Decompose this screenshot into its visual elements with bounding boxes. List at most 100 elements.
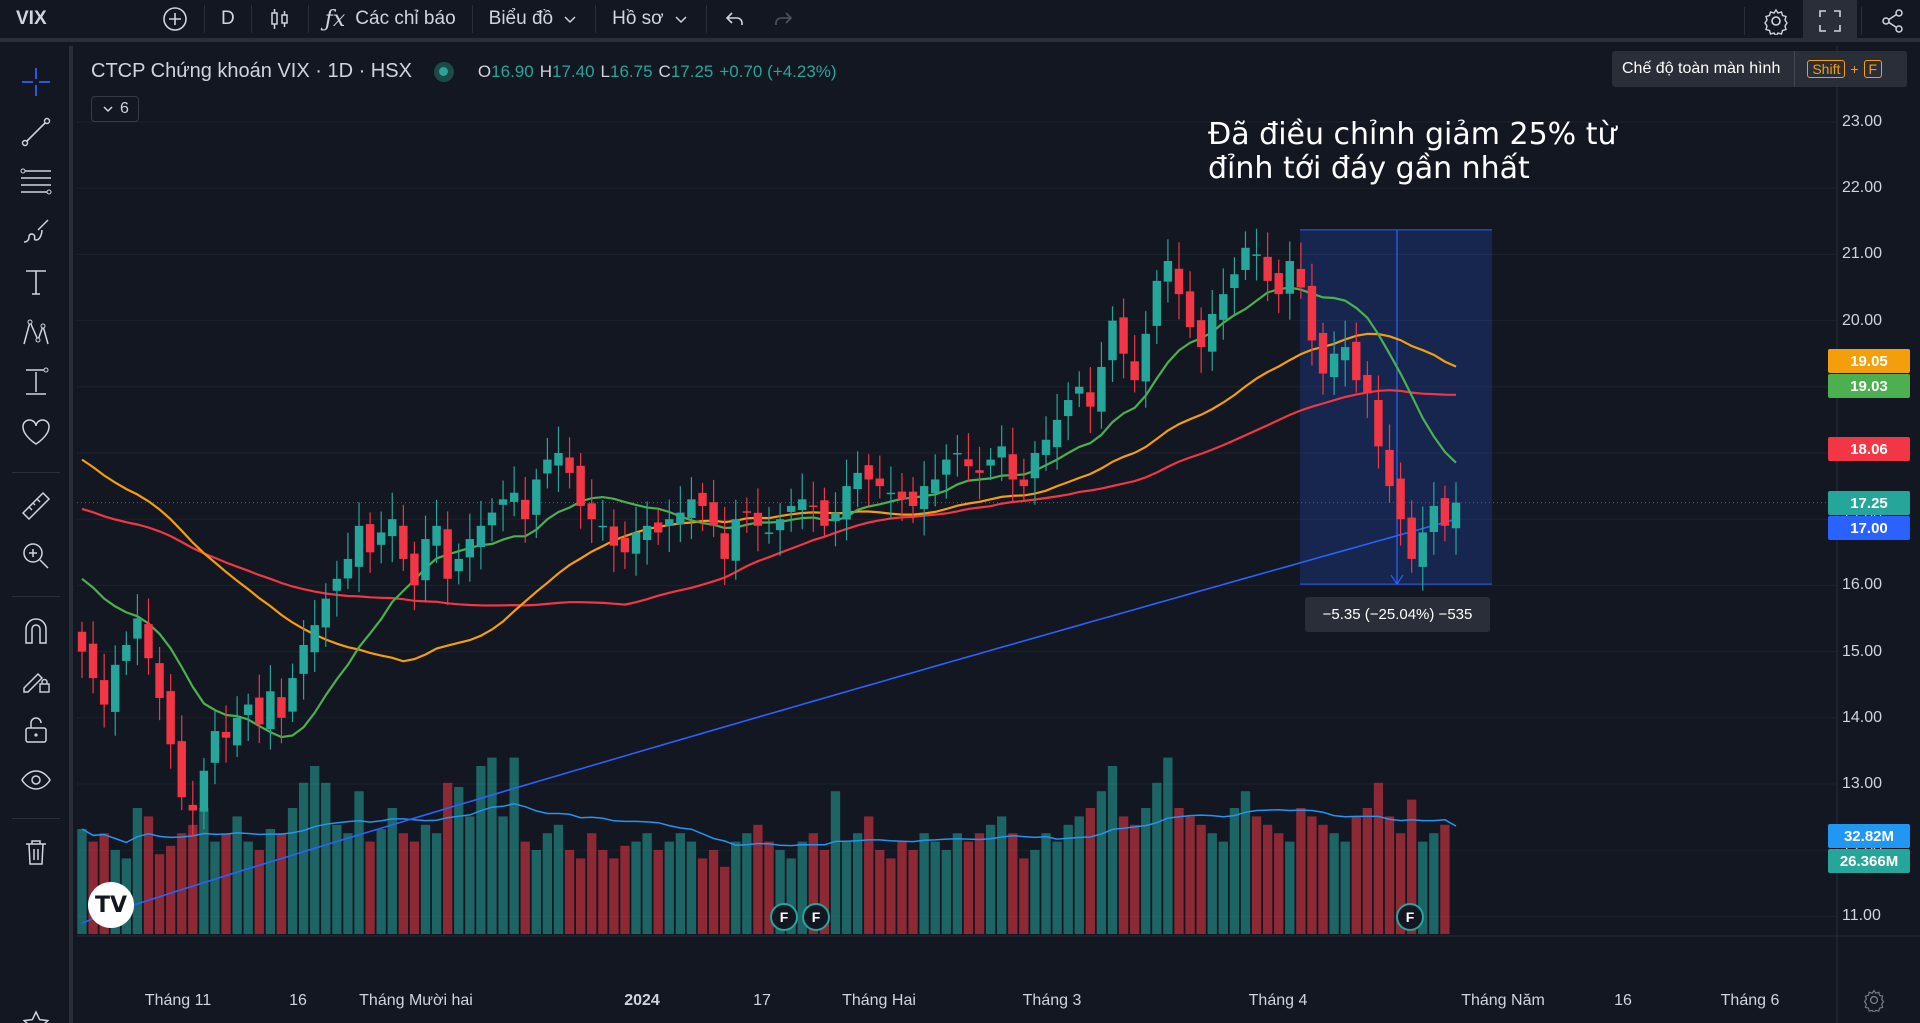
- icon-tool[interactable]: [16, 412, 56, 452]
- fib-tool[interactable]: [16, 162, 56, 202]
- pattern-icon: [23, 319, 49, 345]
- chart-text-annotation[interactable]: Đã điều chỉnh giảm 25% từ đỉnh tới đáy g…: [1208, 117, 1617, 186]
- candle-body: [919, 486, 929, 510]
- chart-type-button[interactable]: [256, 0, 304, 40]
- volume-bar: [1063, 824, 1073, 934]
- volume-bar: [232, 816, 242, 934]
- interval-button[interactable]: D: [221, 8, 235, 29]
- price-tag-ma-orange: 19.05: [1828, 349, 1910, 373]
- volume-bar: [520, 841, 530, 934]
- volume-bar: [143, 816, 154, 934]
- fib-lines-icon: [20, 168, 52, 195]
- candle-body: [77, 631, 87, 652]
- earnings-badge[interactable]: F: [802, 903, 830, 931]
- volume-bar: [531, 850, 541, 934]
- brush-tool[interactable]: [16, 212, 56, 252]
- symbol-search-button[interactable]: VIX: [16, 8, 47, 29]
- trend-line-tool[interactable]: [16, 112, 56, 152]
- settings-button[interactable]: [1749, 0, 1803, 42]
- candle-body: [177, 741, 186, 798]
- candle-body: [1363, 374, 1372, 394]
- candle-body: [1152, 280, 1162, 326]
- volume-bar: [509, 757, 519, 934]
- chart-layout-button[interactable]: Biểu đồ: [477, 0, 591, 40]
- compare-symbol-button[interactable]: [150, 0, 200, 40]
- prediction-tool[interactable]: [16, 362, 56, 402]
- candle-body: [653, 522, 663, 533]
- tradingview-logo[interactable]: TV: [88, 882, 134, 928]
- volume-bar: [1041, 833, 1051, 934]
- volume-bar: [1329, 833, 1339, 934]
- function-icon: ƒx: [324, 6, 346, 32]
- indicators-button[interactable]: ƒx Các chỉ báo: [313, 0, 468, 40]
- legend-low-key: L: [600, 61, 610, 81]
- time-axis-label: 16: [289, 992, 307, 1009]
- fullscreen-button[interactable]: [1803, 0, 1857, 42]
- crosshair-tool[interactable]: [16, 62, 56, 102]
- candle-body: [1418, 532, 1427, 567]
- volume-bar: [332, 824, 342, 934]
- volume-bar: [897, 841, 907, 934]
- candle-body: [775, 519, 785, 531]
- undo-button[interactable]: [711, 0, 759, 40]
- shortcut-plus: +: [1850, 61, 1859, 77]
- volume-bar: [697, 858, 708, 934]
- candle-body: [255, 697, 264, 725]
- fullscreen-tooltip-text: Chế độ toàn màn hình: [1612, 51, 1796, 87]
- profile-button[interactable]: Hồ sơ: [600, 0, 702, 40]
- legend-open-key: O: [477, 61, 492, 81]
- volume-bar: [265, 829, 276, 934]
- candle-body: [1052, 419, 1062, 448]
- time-axis-label: 17: [753, 992, 771, 1009]
- chart-pane[interactable]: CTCP Chứng khoán VIX · 1D · HSX O 16.90 H…: [77, 46, 1920, 1023]
- candle-body: [1274, 273, 1283, 295]
- volume-bar: [454, 787, 464, 934]
- candle-body: [1075, 386, 1084, 394]
- candle-body: [155, 663, 164, 698]
- stay-drawing-tool[interactable]: [16, 660, 56, 700]
- candle-body: [1063, 400, 1073, 417]
- candle-body: [277, 697, 286, 718]
- pattern-tool[interactable]: [16, 312, 56, 352]
- earnings-badge[interactable]: F: [1396, 903, 1424, 931]
- magnet-tool[interactable]: [16, 610, 56, 650]
- price-tag-ma-green: 19.03: [1828, 374, 1910, 398]
- indicators-toggle-button[interactable]: 6: [91, 96, 139, 122]
- hide-drawings-tool[interactable]: [16, 760, 56, 800]
- price-chart[interactable]: [77, 46, 1920, 1023]
- redo-button[interactable]: [759, 0, 807, 40]
- legend-change: +0.70 (+4.23%): [719, 61, 837, 81]
- candle-body: [975, 470, 984, 473]
- candle-body: [1385, 449, 1394, 487]
- volume-bar: [298, 782, 309, 934]
- ruler-tool[interactable]: [16, 486, 56, 526]
- candle-body: [1141, 333, 1150, 382]
- volume-bar: [1107, 766, 1118, 934]
- legend-title[interactable]: CTCP Chứng khoán VIX · 1D · HSX: [91, 60, 412, 82]
- share-button[interactable]: [1866, 0, 1920, 42]
- axis-settings-button[interactable]: [1862, 988, 1886, 1017]
- volume-bar: [365, 841, 375, 934]
- earnings-badge[interactable]: F: [770, 903, 798, 931]
- lock-drawings-tool[interactable]: [16, 710, 56, 750]
- text-tool[interactable]: [16, 262, 56, 302]
- remove-drawings-tool[interactable]: [16, 832, 56, 872]
- watchlist-tool[interactable]: [16, 1004, 56, 1023]
- volume-bar: [852, 833, 863, 934]
- volume-bar: [553, 824, 564, 934]
- zoom-tool[interactable]: [16, 536, 56, 576]
- volume-bar: [720, 866, 730, 934]
- shortcut-key-shift: Shift: [1807, 60, 1846, 78]
- price-axis-label: 23.00: [1842, 113, 1883, 130]
- undo-icon: [725, 12, 743, 25]
- toolbar-divider: [250, 5, 252, 33]
- volume-bar: [598, 850, 608, 934]
- volume-bar: [443, 782, 453, 934]
- candle-body: [642, 525, 652, 541]
- volume-bar: [276, 833, 287, 934]
- candle-body: [1307, 285, 1317, 341]
- toolbar-divider: [12, 818, 60, 819]
- volume-bar: [1395, 833, 1406, 934]
- volume-bar: [1296, 808, 1306, 934]
- market-status-icon[interactable]: [433, 61, 454, 82]
